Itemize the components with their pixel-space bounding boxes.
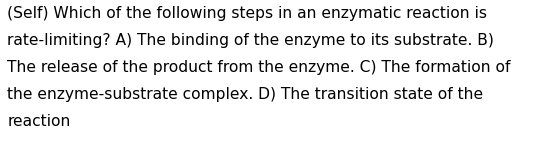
- Text: (Self) Which of the following steps in an enzymatic reaction is: (Self) Which of the following steps in a…: [7, 6, 487, 21]
- Text: reaction: reaction: [7, 114, 71, 129]
- Text: the enzyme-substrate complex. D) The transition state of the: the enzyme-substrate complex. D) The tra…: [7, 87, 483, 102]
- Text: The release of the product from the enzyme. C) The formation of: The release of the product from the enzy…: [7, 60, 511, 75]
- Text: rate-limiting? A) The binding of the enzyme to its substrate. B): rate-limiting? A) The binding of the enz…: [7, 33, 494, 48]
